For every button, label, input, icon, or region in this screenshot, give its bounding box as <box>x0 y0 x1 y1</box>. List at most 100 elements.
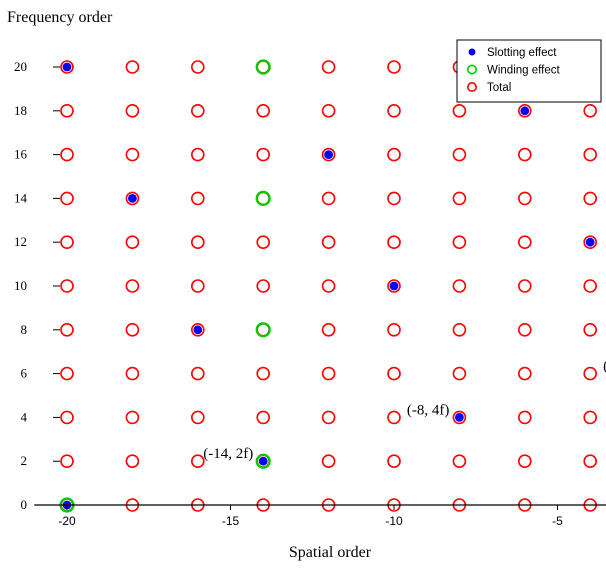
total-point <box>125 60 140 74</box>
y-tick-label: 12 <box>14 234 27 249</box>
total-point <box>583 104 598 118</box>
y-tick-label: 20 <box>14 59 27 74</box>
total-point <box>517 322 532 337</box>
total-point <box>191 60 205 74</box>
legend-label: Winding effect <box>487 65 560 77</box>
total-point <box>60 279 74 293</box>
total-point <box>517 366 532 381</box>
total-point <box>256 147 271 162</box>
total-point <box>191 104 205 118</box>
total-point <box>191 191 205 206</box>
total-point <box>387 410 401 425</box>
total-point <box>125 366 140 381</box>
legend-marker-open <box>466 82 477 93</box>
point-annotation: (-14, 2f) <box>203 446 253 462</box>
total-point <box>387 147 401 162</box>
total-point <box>452 454 467 469</box>
slotting-point <box>324 150 333 160</box>
total-point <box>517 104 532 118</box>
x-tick-label: -20 <box>58 514 76 528</box>
slotting-point <box>389 281 399 291</box>
total-point <box>191 147 205 162</box>
slotting-point <box>520 106 530 116</box>
total-point <box>125 454 140 469</box>
y-tick-label: 18 <box>14 103 27 118</box>
total-point <box>452 104 467 118</box>
total-point <box>387 366 401 381</box>
winding-point <box>255 453 271 469</box>
y-tick-label: 8 <box>21 322 28 337</box>
total-point <box>387 191 401 206</box>
total-point <box>60 322 74 337</box>
total-point <box>321 235 336 249</box>
total-point <box>125 279 140 293</box>
total-point <box>517 454 532 469</box>
slotting-point <box>258 456 268 466</box>
total-point <box>583 279 598 293</box>
total-point <box>256 366 271 381</box>
total-point <box>452 147 467 162</box>
total-point <box>321 104 336 118</box>
point-annotation: (-8, 4f) <box>407 402 449 418</box>
total-point <box>517 147 532 162</box>
legend-label: Total <box>487 82 511 94</box>
total-point <box>452 366 467 381</box>
slotting-point <box>585 237 595 247</box>
y-tick-label: 16 <box>14 147 28 162</box>
total-point <box>125 410 140 425</box>
total-point <box>191 454 205 469</box>
total-point <box>387 60 401 74</box>
total-point <box>387 322 401 337</box>
total-point <box>125 235 140 249</box>
x-tick-label: -5 <box>552 514 563 528</box>
total-point <box>321 366 336 381</box>
total-point <box>583 366 598 381</box>
total-point <box>452 410 467 425</box>
total-point <box>125 147 140 162</box>
y-axis-title: Frequency order <box>7 9 113 26</box>
total-point <box>125 191 140 206</box>
total-point <box>321 279 336 293</box>
y-tick-label: 4 <box>21 409 28 424</box>
annotations: (-14, 2f)(6, 2f)(-8, 4f)(-2, 6f)(4, 8f)(… <box>203 359 606 463</box>
total-point <box>60 366 74 381</box>
total-point <box>60 147 74 162</box>
total-point <box>321 410 336 425</box>
x-tick-label: -15 <box>222 514 240 528</box>
slotting-point <box>62 62 72 72</box>
slotting-point <box>455 413 464 422</box>
x-axis-title: Spatial order <box>289 544 372 561</box>
legend-label: Slotting effect <box>487 47 557 59</box>
total-point <box>517 235 532 249</box>
total-point <box>191 235 205 249</box>
total-point <box>191 410 205 425</box>
y-tick-label: 0 <box>21 497 28 512</box>
total-point <box>387 104 401 118</box>
total-point <box>60 191 74 206</box>
total-point <box>452 235 467 249</box>
total-point <box>256 279 271 293</box>
x-tick-label: -10 <box>385 514 403 528</box>
total-point <box>583 454 598 469</box>
legend: Slotting effect Winding effect Total <box>456 39 602 103</box>
total-point <box>583 147 598 162</box>
total-point <box>452 322 467 337</box>
total-point <box>321 147 336 162</box>
legend-box <box>456 39 602 103</box>
total-point <box>60 454 74 469</box>
total-point <box>256 235 271 249</box>
total-point <box>191 279 205 293</box>
winding-point <box>255 322 271 338</box>
total-point <box>583 322 598 337</box>
y-tick-label: 10 <box>14 278 27 293</box>
total-point <box>452 279 467 293</box>
slotting-point <box>193 325 203 335</box>
total-point <box>191 322 205 337</box>
total-point <box>583 410 598 425</box>
total-point <box>256 410 271 425</box>
total-point <box>517 191 532 206</box>
total-point <box>60 235 74 249</box>
total-point <box>583 191 598 206</box>
point-annotation: (-2, 6f) <box>603 359 606 375</box>
